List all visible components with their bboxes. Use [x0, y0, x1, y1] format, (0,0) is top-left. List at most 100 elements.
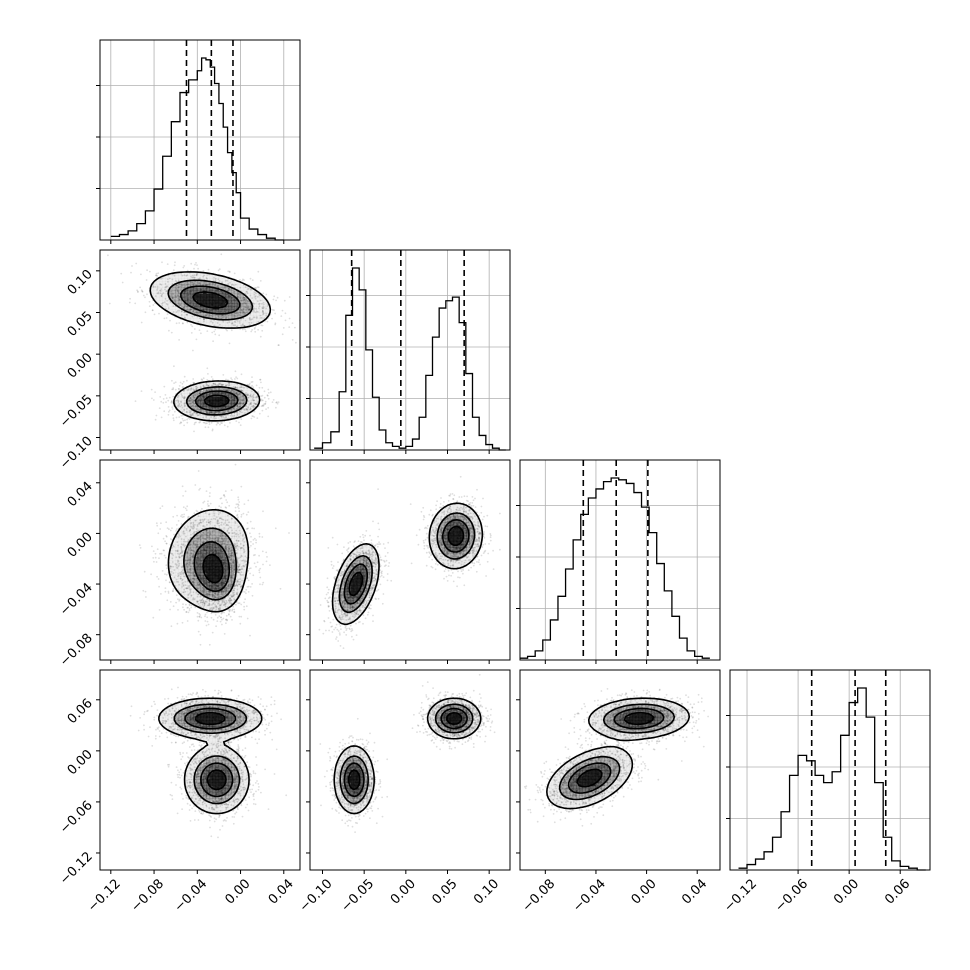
scatter-point [165, 579, 167, 582]
scatter-point [240, 300, 243, 302]
scatter-point [261, 409, 264, 412]
scatter-point [233, 414, 236, 417]
scatter-point [238, 568, 241, 571]
density-cell [253, 315, 257, 320]
scatter-point [237, 396, 240, 399]
scatter-point [211, 429, 214, 432]
scatter-point [177, 286, 180, 289]
density-cell [209, 403, 213, 407]
scatter-point [207, 593, 210, 596]
scatter-point [182, 584, 185, 586]
scatter-point [175, 563, 178, 566]
scatter-point [176, 396, 179, 399]
scatter-point [258, 386, 261, 389]
scatter-point [245, 409, 248, 411]
scatter-point [177, 291, 180, 293]
density-cell [171, 281, 176, 285]
scatter-point [215, 417, 217, 420]
scatter-point [245, 392, 247, 394]
scatter-point [160, 400, 163, 403]
scatter-point [226, 389, 229, 391]
scatter-point [252, 308, 255, 310]
scatter-point [226, 501, 229, 504]
scatter-point [173, 365, 175, 368]
scatter-point [161, 570, 164, 572]
scatter-point [262, 292, 265, 295]
scatter-point [233, 560, 235, 563]
scatter-point [196, 523, 199, 526]
scatter-point [248, 382, 251, 385]
scatter-point [274, 322, 277, 325]
density-cell [265, 306, 270, 310]
scatter-point [261, 303, 263, 305]
scatter-point [196, 600, 198, 603]
scatter-point [165, 286, 168, 289]
scatter-point [205, 382, 208, 385]
scatter-point [229, 586, 232, 588]
scatter-point [232, 284, 235, 287]
density-cell [206, 321, 210, 326]
scatter-point [197, 321, 200, 323]
scatter-point [213, 417, 216, 420]
scatter-point [186, 418, 189, 421]
scatter-point [193, 423, 196, 426]
scatter-point [282, 327, 285, 329]
density-cell [246, 315, 251, 320]
scatter-point [257, 286, 260, 289]
density-cell [200, 306, 204, 310]
density-cell [150, 290, 154, 295]
scatter-point [178, 388, 180, 390]
density-cell [243, 287, 248, 291]
density-cell [206, 278, 210, 282]
density-cell [209, 293, 213, 298]
scatter-point [242, 559, 245, 562]
density-cell [162, 284, 166, 288]
scatter-point [175, 399, 177, 402]
scatter-point [210, 314, 212, 317]
density-cell [156, 287, 160, 291]
scatter-point [249, 408, 252, 410]
scatter-point [241, 539, 244, 542]
density-cell [209, 415, 213, 420]
scatter-point [262, 312, 265, 315]
scatter-point [154, 418, 157, 421]
scatter-point [203, 318, 206, 321]
density-cell [256, 296, 260, 301]
scatter-point [220, 603, 223, 606]
scatter-point [182, 386, 185, 388]
scatter-point [205, 411, 208, 414]
scatter-point [215, 625, 218, 628]
scatter-point [223, 542, 226, 545]
density-contour-2 [167, 279, 254, 416]
scatter-point [236, 514, 238, 517]
scatter-point [199, 519, 202, 522]
density-cell [184, 284, 188, 288]
scatter-point [189, 529, 192, 531]
scatter-point [221, 518, 223, 520]
density-cell [168, 300, 173, 304]
density-cell [190, 309, 195, 313]
density-cell [231, 300, 235, 304]
scatter-point [194, 263, 196, 266]
scatter-point [251, 329, 254, 331]
scatter-point [228, 388, 231, 391]
scatter-point [224, 589, 227, 591]
scatter-point [189, 529, 191, 532]
scatter-point [199, 521, 202, 523]
scatter-point [174, 410, 176, 413]
density-cell [212, 321, 216, 326]
scatter-point [192, 525, 195, 527]
scatter-point [172, 417, 175, 420]
scatter-point [179, 577, 182, 580]
scatter-point [189, 397, 192, 399]
scatter-point [230, 602, 232, 604]
scatter-point [212, 594, 215, 597]
scatter-point [203, 601, 206, 604]
density-cell [225, 309, 229, 313]
scatter-point [226, 519, 229, 522]
density-cell [175, 287, 179, 291]
scatter-point [211, 608, 214, 611]
scatter-point [238, 402, 240, 405]
scatter-point [206, 277, 209, 280]
scatter-point [201, 589, 204, 592]
